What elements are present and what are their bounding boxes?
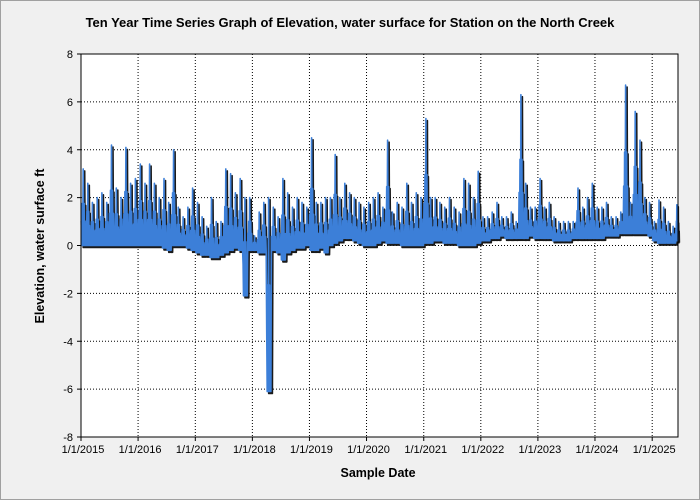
x-tick-label: 1/1/2020 [347, 444, 390, 456]
y-tick-label: 6 [67, 97, 73, 109]
y-tick-label: -2 [63, 288, 73, 300]
x-tick-label: 1/1/2023 [518, 444, 561, 456]
y-tick-label: 4 [67, 145, 73, 157]
x-tick-label: 1/1/2022 [461, 444, 504, 456]
chart-title: Ten Year Time Series Graph of Elevation,… [86, 15, 616, 30]
x-tick-label: 1/1/2017 [176, 444, 219, 456]
series-line-elevation [80, 84, 679, 393]
x-tick-label: 1/1/2019 [290, 444, 333, 456]
x-tick-label: 1/1/2024 [576, 444, 619, 456]
x-tick-label: 1/1/2025 [633, 444, 676, 456]
x-tick-label: 1/1/2016 [119, 444, 162, 456]
x-tick-label: 1/1/2015 [62, 444, 105, 456]
x-ticks: 1/1/2015 1/1/2016 1/1/2017 1/1/2018 1/1/2019… [62, 437, 676, 456]
y-tick-label: -4 [63, 336, 73, 348]
y-tick-label: -8 [63, 432, 73, 444]
y-tick-label: 0 [67, 241, 73, 253]
y-tick-label: 2 [67, 193, 73, 205]
y-tick-label: 8 [67, 49, 73, 61]
y-axis-label: Elevation, water surface ft [33, 168, 47, 324]
x-axis-label: Sample Date [340, 466, 415, 480]
y-ticks: -8 -6 -4 -2 0 2 4 6 8 [63, 49, 81, 444]
x-tick-label: 1/1/2021 [404, 444, 447, 456]
x-tick-label: 1/1/2018 [233, 444, 276, 456]
series-layer [80, 84, 681, 395]
y-tick-label: -6 [63, 384, 73, 396]
